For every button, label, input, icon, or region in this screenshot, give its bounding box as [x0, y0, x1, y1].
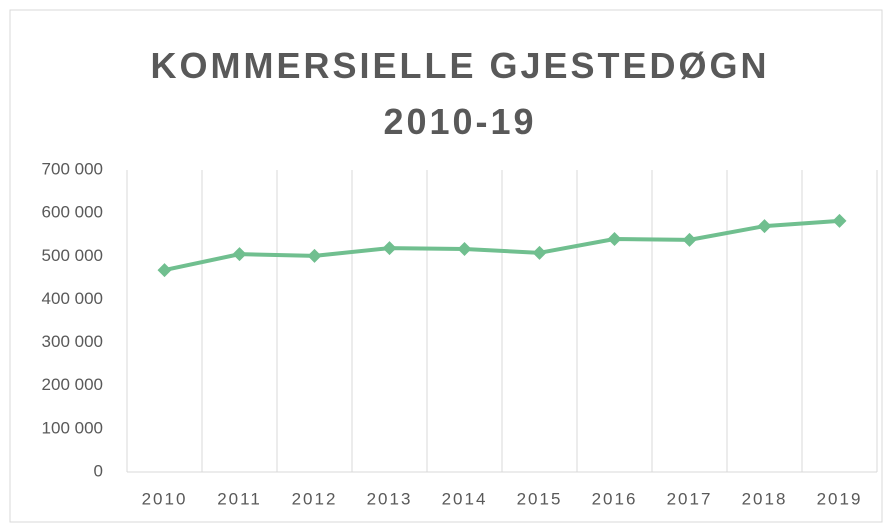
y-tick-label: 200 000 — [42, 375, 103, 394]
x-tick-label: 2012 — [292, 489, 338, 508]
marker — [232, 247, 247, 262]
marker — [832, 213, 847, 228]
marker — [457, 241, 472, 256]
x-tick-label: 2013 — [367, 489, 413, 508]
x-tick-label: 2019 — [817, 489, 863, 508]
x-tick-label: 2014 — [442, 489, 488, 508]
marker — [307, 248, 322, 263]
chart-title: KOMMERSIELLE GJESTEDØGN 2010-19 — [150, 45, 770, 142]
y-tick-label: 0 — [94, 461, 103, 480]
y-tick-label: 400 000 — [42, 289, 103, 308]
marker — [157, 263, 172, 278]
x-tick-label: 2011 — [217, 489, 262, 508]
y-tick-label: 500 000 — [42, 246, 103, 265]
y-tick-label: 100 000 — [42, 418, 103, 437]
y-tick-label: 600 000 — [42, 203, 103, 222]
marker — [757, 219, 772, 234]
x-tick-label: 2010 — [142, 489, 188, 508]
chart-border — [9, 9, 883, 523]
marker — [532, 245, 547, 260]
x-tick-label: 2017 — [667, 489, 713, 508]
x-tick-label: 2015 — [517, 489, 563, 508]
marker — [382, 241, 397, 256]
y-tick-label: 700 000 — [42, 159, 103, 178]
marker — [607, 232, 622, 247]
y-tick-label: 300 000 — [42, 332, 103, 351]
line — [164, 218, 840, 273]
marker — [682, 232, 697, 247]
x-tick-label: 2016 — [592, 489, 638, 508]
x-tick-label: 2018 — [742, 489, 788, 508]
